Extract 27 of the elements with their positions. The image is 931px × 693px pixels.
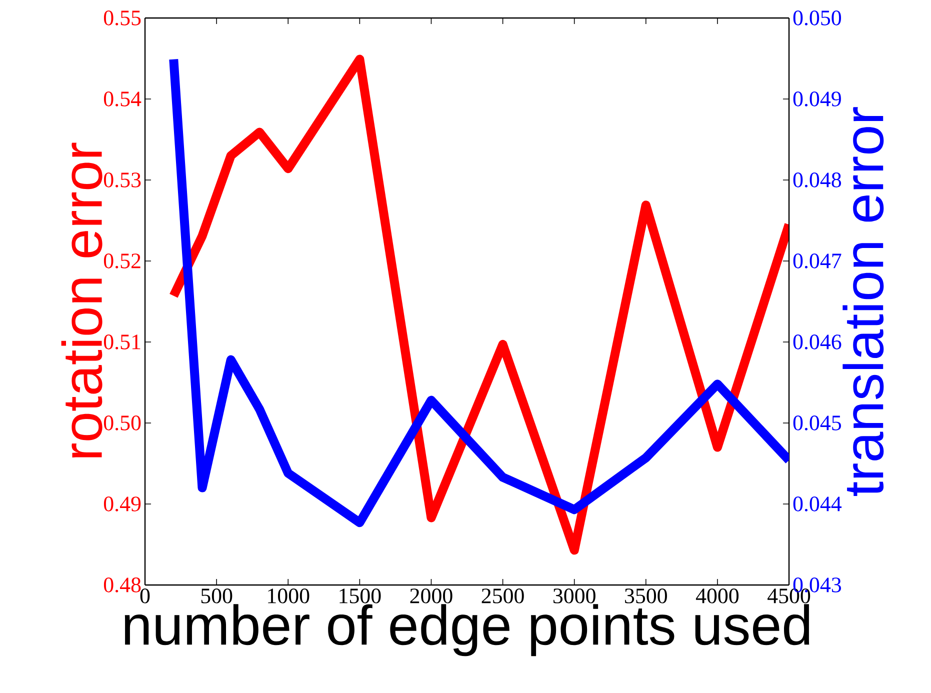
x-tick-label: 1000	[268, 588, 310, 604]
y2-tick-label: 0.045	[793, 416, 841, 430]
x-tick-label: 0	[140, 588, 150, 604]
y2-tick-label: 0.047	[793, 254, 842, 268]
y2-tick-label: 0.046	[793, 334, 842, 350]
y-tick-label: 0.52	[104, 254, 140, 268]
x-axis-title: number of edge points used	[124, 604, 810, 656]
y-tick-label: 0.55	[104, 10, 141, 26]
y-tick-label: 0.51	[104, 334, 140, 350]
x-tick-label: 4000	[696, 588, 739, 604]
y-axis-title: rotation error	[61, 142, 102, 458]
y2-tick-label: 0.044	[793, 496, 842, 512]
x-tick-label: 1500	[340, 588, 381, 604]
x-tick-label: 3000	[553, 588, 596, 604]
y2-tick-label: 0.050	[793, 10, 842, 26]
y2-tick-label: 0.049	[793, 92, 841, 106]
y2-axis-title: translation error	[842, 107, 884, 496]
x-tick-label: 500	[201, 588, 232, 604]
x-tick-label: 2500	[482, 588, 524, 604]
y-tick-label: 0.48	[104, 578, 141, 592]
y-tick-label: 0.54	[104, 92, 142, 106]
x-tick-label: 3500	[625, 588, 667, 604]
y-tick-label: 0.53	[104, 172, 141, 188]
y-tick-label: 0.49	[104, 496, 141, 512]
y-tick-label: 0.50	[104, 416, 141, 430]
y2-tick-label: 0.048	[793, 172, 842, 188]
x-tick-label: 2000	[410, 588, 452, 604]
